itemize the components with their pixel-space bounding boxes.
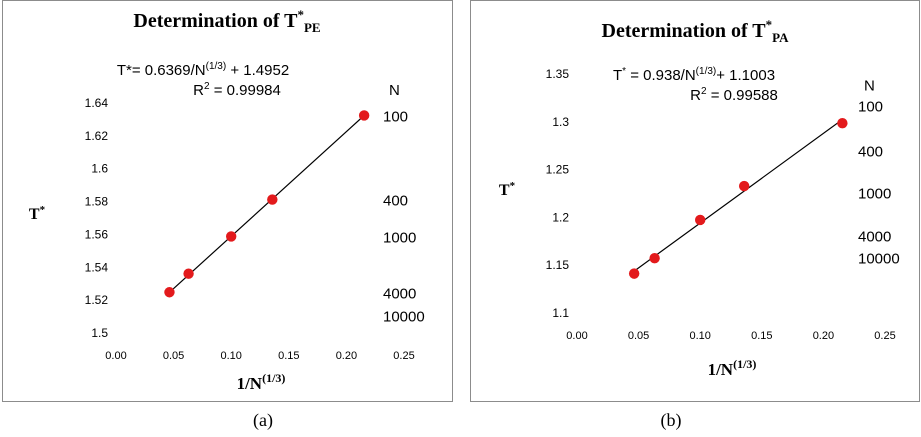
chart-pa: Determination of T*PA T* = 0.938/N(1/3)+… [499, 17, 900, 379]
chart-panel-pe: Determination of T*PE T*= 0.6369/N(1/3) … [2, 0, 453, 402]
r-squared-label: R2 = 0.99984 [193, 81, 281, 99]
n-header: N [389, 82, 400, 99]
y-tick-label: 1.56 [85, 227, 109, 241]
n-label: 4000 [858, 229, 891, 246]
chart-panel-pa: Determination of T*PA T* = 0.938/N(1/3)+… [470, 0, 920, 402]
n-label: 1000 [858, 186, 891, 203]
fit-equation: T*= 0.6369/N(1/3) + 1.4952 [117, 61, 289, 79]
y-tick-label: 1.6 [91, 162, 108, 176]
y-tick-label: 1.52 [85, 293, 109, 307]
x-tick-label: 0.05 [163, 350, 184, 362]
n-label: 400 [383, 193, 408, 210]
x-tick-label: 0.05 [628, 330, 649, 342]
chart-pe: Determination of T*PE T*= 0.6369/N(1/3) … [29, 7, 425, 393]
x-tick-label: 0.15 [751, 330, 772, 342]
r-squared-label: R2 = 0.99588 [690, 86, 778, 104]
y-tick-label: 1.5 [91, 326, 108, 340]
x-axis-label: 1/N(1/3) [708, 357, 757, 379]
n-label: 100 [858, 99, 883, 116]
plot-area: 1.1 1.15 1.2 1.25 1.3 1.35 0.00 0.05 0.10 0.15 0.2… [546, 67, 900, 342]
n-label: 10000 [858, 251, 900, 268]
x-tick-label: 0.20 [813, 330, 834, 342]
x-tick-label: 0.25 [393, 350, 414, 362]
x-tick-label: 0.25 [874, 330, 895, 342]
x-tick-label: 0.10 [689, 330, 710, 342]
x-tick-label: 0.20 [336, 350, 357, 362]
data-point [649, 253, 660, 264]
caption-b: (b) [660, 410, 682, 430]
data-point [837, 118, 848, 129]
y-tick-label: 1.15 [546, 258, 570, 272]
y-tick-label: 1.58 [85, 195, 109, 209]
y-axis-label: T* [499, 180, 516, 199]
x-tick-label: 0.15 [278, 350, 299, 362]
n-label: 100 [383, 108, 408, 125]
caption-a: (a) [253, 410, 273, 430]
n-label: 1000 [383, 229, 416, 246]
y-tick-label: 1.62 [85, 129, 109, 143]
y-tick-label: 1.25 [546, 163, 570, 177]
y-tick-label: 1.1 [552, 306, 569, 320]
y-tick-label: 1.2 [552, 210, 569, 224]
chart-title: Determination of T*PE [133, 7, 320, 35]
y-tick-label: 1.54 [85, 260, 109, 274]
data-point [226, 231, 237, 242]
n-header: N [864, 77, 875, 94]
y-tick-label: 1.3 [552, 115, 569, 129]
n-label: 400 [858, 143, 883, 160]
data-point [695, 214, 706, 226]
n-label: 4000 [383, 285, 416, 302]
y-tick-label: 1.64 [85, 96, 109, 110]
trend-line [169, 115, 365, 293]
data-point [358, 110, 370, 121]
data-point [267, 194, 278, 205]
y-tick-label: 1.35 [546, 67, 570, 81]
data-point [628, 268, 640, 279]
data-point [183, 268, 194, 279]
chart-title: Determination of T*PA [602, 17, 790, 45]
trend-line [633, 119, 843, 272]
fit-equation: T* = 0.938/N(1/3)+ 1.1003 [613, 66, 775, 84]
data-point [164, 287, 175, 298]
y-axis-label: T* [29, 204, 46, 223]
plot-area: 1.5 1.52 1.54 1.56 1.58 1.6 1.62 1.64 0.00 0.05 0.… [85, 82, 425, 362]
x-tick-label: 0.00 [105, 350, 126, 362]
data-point [738, 180, 750, 192]
x-tick-label: 0.00 [566, 330, 587, 342]
x-tick-label: 0.10 [220, 350, 241, 362]
x-axis-label: 1/N(1/3) [237, 371, 286, 393]
n-label: 10000 [383, 309, 425, 326]
